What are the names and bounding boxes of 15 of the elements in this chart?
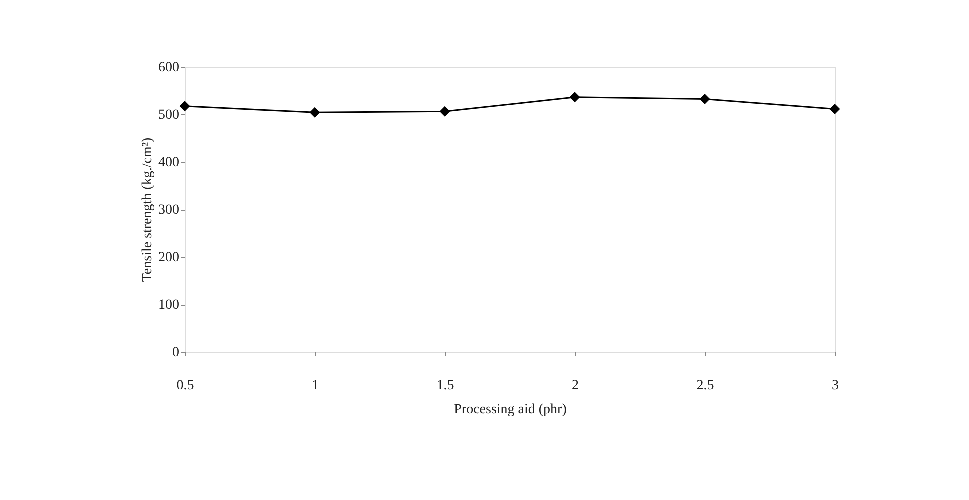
y-axis-title: Tensile strength (kg./cm²) [140,137,156,282]
x-tick-label: 1.5 [436,378,454,394]
y-tick-label: 0 [172,346,180,360]
x-axis-title: Processing aid (phr) [454,402,568,418]
y-tick-label: 400 [158,156,180,170]
y-tick-label: 100 [158,298,180,313]
x-tick-label: 0.5 [176,378,194,394]
x-tick-label: 2.5 [696,378,714,394]
y-tick-label: 300 [158,203,180,218]
y-tick-label: 600 [158,60,180,76]
y-tick-label: 200 [158,250,180,266]
x-tick-label: 3 [832,378,839,394]
x-tick-label: 2 [572,378,579,394]
y-tick-label: 500 [158,108,180,123]
x-tick-label: 1 [312,378,319,394]
